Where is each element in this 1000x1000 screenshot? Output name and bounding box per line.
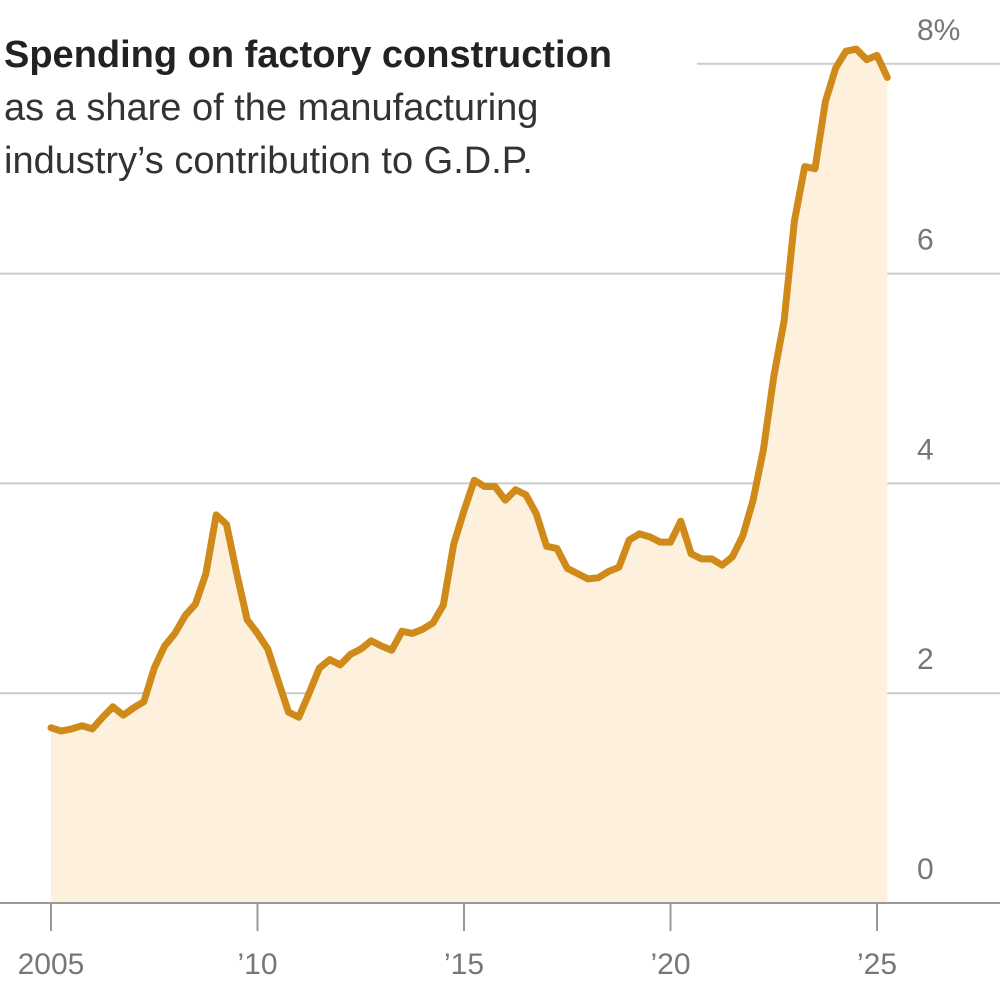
y-tick-label-2: 2 bbox=[917, 643, 934, 676]
chart-title: Spending on factory construction bbox=[4, 34, 612, 76]
chart-subtitle-line-2: industry’s contribution to G.D.P. bbox=[4, 140, 533, 182]
area-fill bbox=[51, 49, 888, 904]
x-tick-label-2010: ’10 bbox=[237, 948, 277, 981]
y-tick-label-0: 0 bbox=[917, 853, 934, 886]
y-tick-label-6: 6 bbox=[917, 224, 934, 257]
chart-subtitle-line-1: as a share of the manufacturing bbox=[4, 87, 538, 129]
y-tick-label-8: 8% bbox=[917, 14, 960, 47]
x-tick-label-2005: 2005 bbox=[18, 948, 85, 981]
x-tick-label-2025: ’25 bbox=[857, 948, 897, 981]
x-tick-label-2020: ’20 bbox=[650, 948, 690, 981]
series-line bbox=[47, 45, 891, 735]
y-tick-label-4: 4 bbox=[917, 433, 934, 466]
chart-title-block: Spending on factory construction as a sh… bbox=[4, 34, 612, 182]
x-axis: 2005 ’10 ’15 ’20 ’25 bbox=[0, 902, 1000, 981]
x-tick-label-2015: ’15 bbox=[444, 948, 484, 981]
y-axis-tick-labels: 0 2 4 6 8% bbox=[917, 14, 960, 886]
